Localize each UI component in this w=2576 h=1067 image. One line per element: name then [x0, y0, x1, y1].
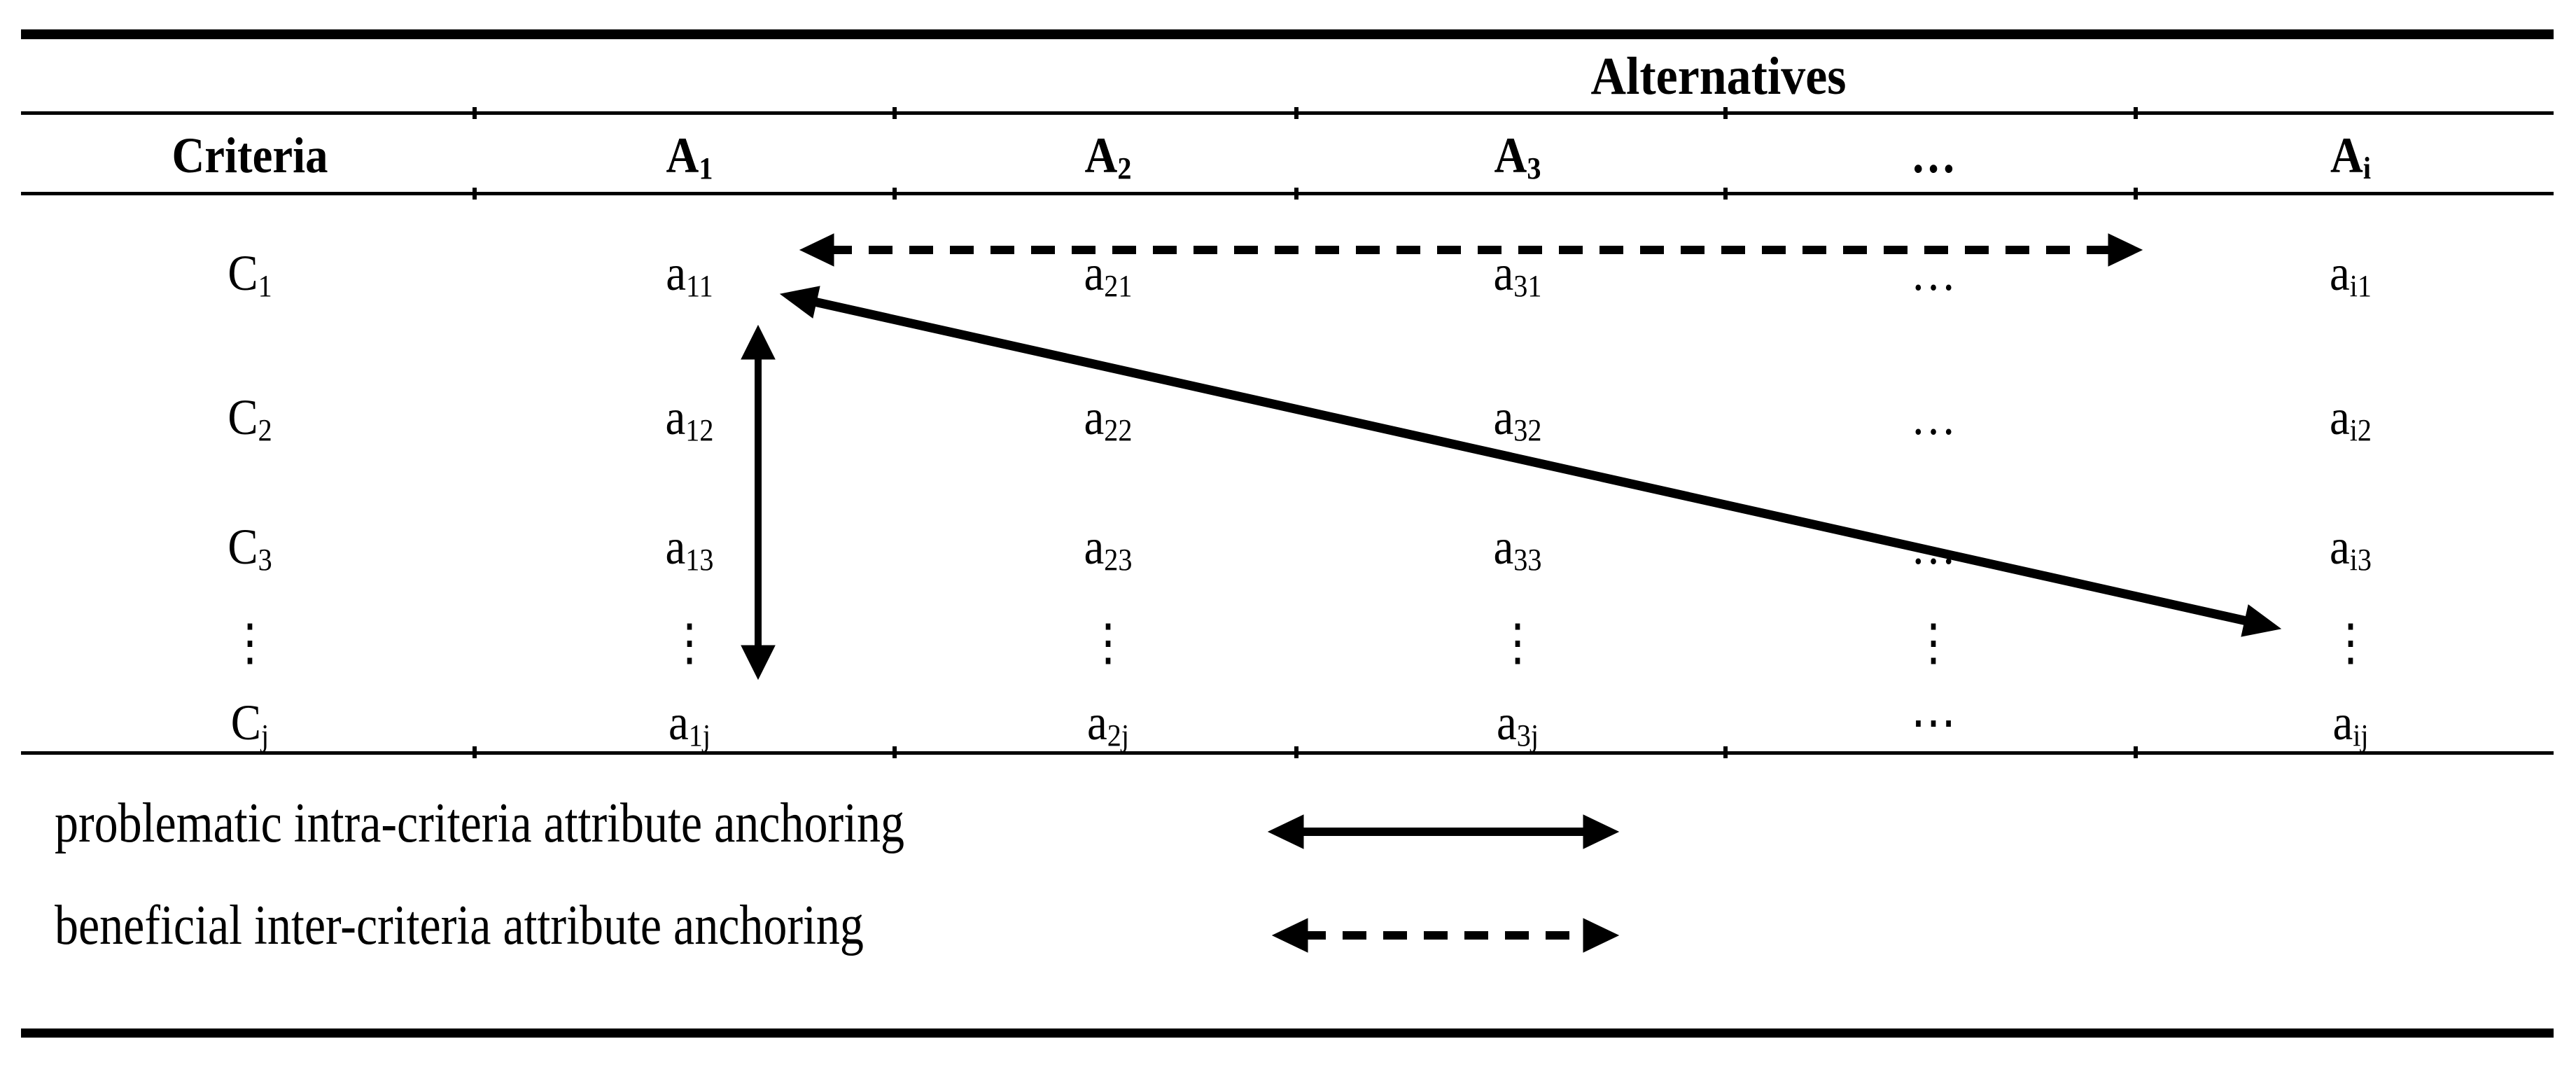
cell-vdots-ai: ⋮: [2328, 615, 2374, 671]
column-divider-tick: [1294, 107, 1298, 119]
cell-ellipsis-r2: …: [1910, 389, 1956, 445]
column-divider-tick: [472, 188, 477, 200]
criteria-column-header: Criteria: [172, 127, 328, 183]
cell-aij: aij: [2332, 695, 2369, 753]
cell-ellipsis-r1: …: [1910, 245, 1956, 301]
cell-ai2: ai2: [2329, 389, 2372, 447]
cell-vdots-a3: ⋮: [1494, 615, 1541, 671]
column-header-a3: A3: [1494, 127, 1541, 186]
table-top-border: [21, 29, 2554, 39]
row-label-c1: C1: [227, 245, 272, 303]
cell-a12: a12: [665, 389, 714, 447]
column-divider-tick: [1723, 107, 1728, 119]
alternatives-group-header: Alternatives: [1590, 47, 1847, 106]
cell-a31: a31: [1493, 245, 1542, 303]
cell-ai3: ai3: [2329, 519, 2372, 577]
intra-criteria-vertical-arrow-icon: [741, 324, 776, 681]
column-divider-tick: [1294, 188, 1298, 200]
cell-ellipsis-rj: ⋯: [1910, 695, 1956, 751]
cell-ellipsis-r3: …: [1910, 519, 1956, 575]
cell-a1j: a1j: [668, 695, 711, 753]
cell-vdots-a2: ⋮: [1085, 615, 1131, 671]
column-divider-tick: [472, 746, 477, 758]
cell-a22: a22: [1084, 389, 1133, 447]
legend-solid-arrow-icon: [1267, 814, 1620, 849]
cell-a3j: a3j: [1496, 695, 1539, 753]
legend-item-problematic-intra-criteria: problematic intra-criteria attribute anc…: [55, 793, 905, 854]
column-header-ai: Ai: [2330, 127, 2371, 186]
column-divider-tick: [472, 107, 477, 119]
column-header-ellipsis: …: [1910, 127, 1956, 183]
legend-dashed-arrow-icon: [1271, 918, 1620, 953]
cell-a23: a23: [1084, 519, 1133, 577]
cell-a33: a33: [1493, 519, 1542, 577]
column-divider-tick: [2134, 107, 2138, 119]
column-divider-tick: [892, 746, 897, 758]
diagonal-anchoring-arrow-icon: [779, 286, 2282, 637]
figure-bottom-border: [21, 1028, 2554, 1038]
row-label-vdots: ⋮: [227, 615, 273, 671]
cell-a13: a13: [665, 519, 714, 577]
table-body-bottom-divider: [21, 751, 2554, 755]
cell-a11: a11: [666, 245, 713, 303]
column-divider-tick: [892, 107, 897, 119]
cell-a32: a32: [1493, 389, 1542, 447]
cell-a21: a21: [1084, 245, 1133, 303]
cell-vdots-ellipsis: ⋮: [1910, 615, 1956, 671]
legend-item-beneficial-inter-criteria: beneficial inter-criteria attribute anch…: [55, 895, 864, 956]
row-label-c2: C2: [227, 389, 272, 447]
cell-a2j: a2j: [1086, 695, 1130, 753]
column-divider-tick: [892, 188, 897, 200]
row-label-c3: C3: [227, 519, 272, 577]
alternatives-header-divider: [21, 111, 2554, 115]
cell-ai1: ai1: [2329, 245, 2372, 303]
column-header-a2: A2: [1084, 127, 1132, 186]
row-label-cj: Cj: [230, 695, 270, 753]
column-divider-tick: [2134, 746, 2138, 758]
column-divider-tick: [1723, 746, 1728, 758]
column-divider-tick: [2134, 188, 2138, 200]
cell-vdots-a1: ⋮: [666, 615, 713, 671]
column-header-a1: A1: [666, 127, 713, 186]
column-divider-tick: [1723, 188, 1728, 200]
column-divider-tick: [1294, 746, 1298, 758]
column-header-divider: [21, 192, 2554, 195]
